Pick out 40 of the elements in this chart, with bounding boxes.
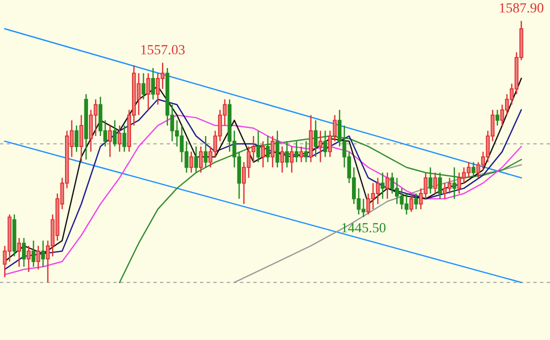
- candlestick: [318, 130, 322, 163]
- candlestick: [409, 192, 414, 212]
- candlestick: [261, 140, 265, 168]
- candlestick: [74, 124, 78, 152]
- annotation: 1445.50: [342, 223, 386, 232]
- candlestick: [290, 146, 294, 174]
- candlestick: [26, 245, 31, 273]
- candlestick: [414, 192, 418, 210]
- candlestick: [189, 151, 194, 174]
- candlestick: [146, 72, 150, 110]
- candlestick: [438, 172, 442, 200]
- candlestick: [294, 140, 298, 163]
- candlestick: [122, 124, 126, 152]
- candlestick: [433, 172, 438, 194]
- candlestick: [304, 140, 308, 163]
- candlestick: [32, 240, 36, 268]
- candlestick: [285, 140, 289, 168]
- candlestick: [385, 172, 390, 200]
- candlestick: [41, 240, 45, 268]
- annotation: 1587.90: [500, 3, 544, 13]
- candlestick: [299, 146, 304, 163]
- candlestick: [270, 135, 275, 168]
- candlestick: [118, 124, 122, 152]
- candlestick: [142, 72, 146, 100]
- candlestick: [280, 146, 284, 174]
- candlestick: [36, 245, 40, 270]
- candlestick: [151, 67, 155, 100]
- candlestick: [112, 120, 117, 148]
- candlestick: [428, 166, 432, 194]
- candlestick: [452, 166, 456, 200]
- candlestick: [194, 146, 198, 174]
- annotation: 1557.03: [141, 45, 185, 54]
- candlestick: [198, 146, 203, 174]
- candlestick: [17, 237, 22, 268]
- candlestick: [22, 237, 26, 268]
- candlestick: [79, 114, 84, 163]
- candlestick: [380, 172, 385, 200]
- candlestick: [108, 124, 112, 158]
- candlestick: [472, 162, 476, 178]
- candlestick: [495, 109, 500, 126]
